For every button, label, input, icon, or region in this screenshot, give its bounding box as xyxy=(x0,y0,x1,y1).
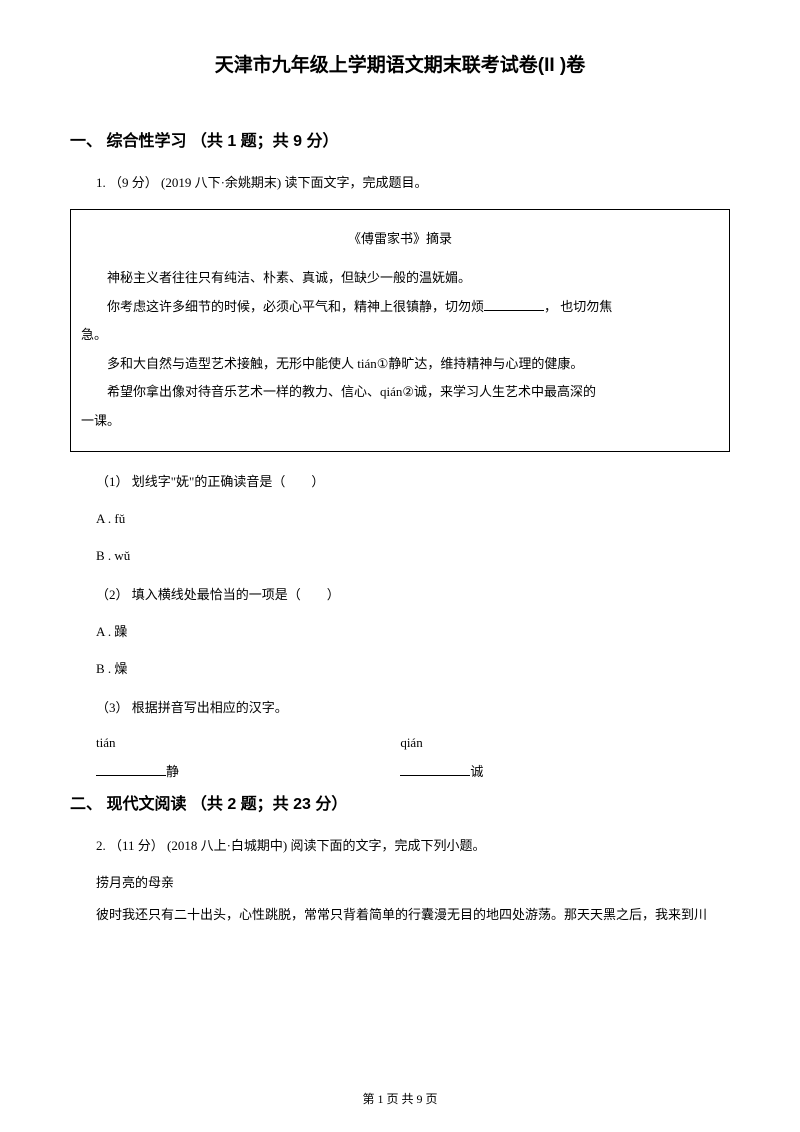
passage-p3: 多和大自然与造型艺术接触，无形中能使人 tián①静旷达，维持精神与心理的健康。 xyxy=(81,350,719,379)
passage-p2-after: ， 也切勿焦 xyxy=(544,299,612,314)
sub-question-3: （3） 根据拼音写出相应的汉字。 xyxy=(96,696,730,719)
option-1b: B . wǔ xyxy=(96,546,730,567)
passage-title: 《傅雷家书》摘录 xyxy=(81,225,719,254)
page-title: 天津市九年级上学期语文期末联考试卷(II )卷 xyxy=(70,50,730,77)
passage-p2-end: 急。 xyxy=(81,321,719,350)
passage-p4-end: 一课。 xyxy=(81,407,719,436)
section-1-heading: 一、 综合性学习 （共 1 题；共 9 分） xyxy=(70,127,730,151)
passage-p4: 希望你拿出像对待音乐艺术一样的教力、信心、qián②诚，来学习人生艺术中最高深的 xyxy=(81,378,719,407)
fill-pinyin-row: tián qián xyxy=(96,735,730,751)
passage-p2-wrap: 你考虑这许多细节的时候，必须心平气和，精神上很镇静，切勿烦 ， 也切勿焦 xyxy=(81,293,719,322)
option-1a: A . fǔ xyxy=(96,509,730,530)
fill-answer-1: 静 xyxy=(96,761,400,780)
fill-blank-1 xyxy=(96,775,166,776)
sub-question-1: （1） 划线字"妩"的正确读音是（ ） xyxy=(96,470,730,493)
passage-p2-before: 你考虑这许多细节的时候，必须心平气和，精神上很镇静，切勿烦 xyxy=(107,299,484,314)
fill-pinyin-2: qián xyxy=(400,735,704,751)
fill-suffix-1: 静 xyxy=(166,764,179,779)
option-2a: A . 躁 xyxy=(96,622,730,643)
passage-p1: 神秘主义者往往只有纯洁、朴素、真诚，但缺少一般的温妩媚。 xyxy=(81,264,719,293)
sub-question-2: （2） 填入横线处最恰当的一项是（ ） xyxy=(96,583,730,606)
blank-fill xyxy=(484,310,544,311)
section-2-heading: 二、 现代文阅读 （共 2 题；共 23 分） xyxy=(70,790,730,814)
fill-pinyin-1: tián xyxy=(96,735,400,751)
option-2b: B . 燥 xyxy=(96,659,730,680)
fill-blank-2 xyxy=(400,775,470,776)
fill-suffix-2: 诚 xyxy=(470,764,483,779)
passage-p2: 你考虑这许多细节的时候，必须心平气和，精神上很镇静，切勿烦 ， 也切勿焦 xyxy=(81,299,612,314)
question-1-intro: 1. （9 分） (2019 八下·余姚期末) 读下面文字，完成题目。 xyxy=(70,171,730,194)
fill-answer-2: 诚 xyxy=(400,761,704,780)
question-2-intro: 2. （11 分） (2018 八上·白城期中) 阅读下面的文字，完成下列小题。 xyxy=(70,834,730,857)
reading-p1: 彼时我还只有二十出头，心性跳脱，常常只背着简单的行囊漫无目的地四处游荡。那天天黑… xyxy=(70,903,730,928)
fill-answer-row: 静 诚 xyxy=(96,761,730,780)
reading-title: 捞月亮的母亲 xyxy=(70,872,730,891)
page-footer: 第 1 页 共 9 页 xyxy=(0,1090,800,1107)
passage-box: 《傅雷家书》摘录 神秘主义者往往只有纯洁、朴素、真诚，但缺少一般的温妩媚。 你考… xyxy=(70,209,730,451)
